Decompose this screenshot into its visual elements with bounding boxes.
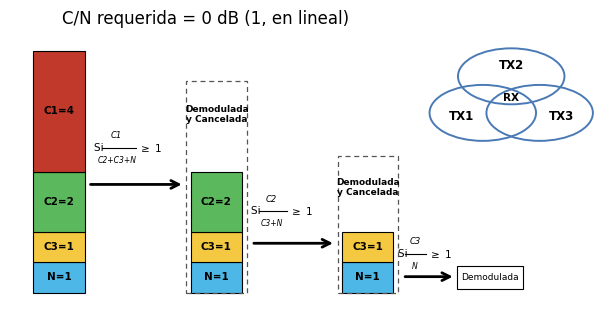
Bar bbox=[338, 156, 398, 293]
Text: Si: Si bbox=[398, 249, 411, 259]
Text: C3+N: C3+N bbox=[261, 219, 283, 228]
Text: C2+C3+N: C2+C3+N bbox=[97, 156, 136, 165]
Text: TX3: TX3 bbox=[549, 110, 574, 122]
Text: N: N bbox=[412, 262, 418, 271]
Bar bbox=[191, 232, 242, 262]
Text: Demodulada: Demodulada bbox=[461, 273, 519, 282]
Bar bbox=[457, 266, 523, 289]
Bar bbox=[342, 262, 393, 293]
Bar bbox=[33, 262, 85, 293]
Text: Demodulada
y Cancelada: Demodulada y Cancelada bbox=[336, 178, 400, 197]
Text: N=1: N=1 bbox=[47, 273, 71, 282]
Bar bbox=[33, 51, 85, 172]
Text: C2: C2 bbox=[266, 195, 277, 204]
Text: $\geq$ 1: $\geq$ 1 bbox=[289, 205, 312, 218]
Text: C3=1: C3=1 bbox=[352, 242, 383, 252]
Text: C2=2: C2=2 bbox=[201, 197, 232, 207]
Text: TX2: TX2 bbox=[499, 59, 524, 72]
Text: C3=1: C3=1 bbox=[44, 242, 74, 252]
Bar bbox=[186, 81, 247, 293]
Text: Si: Si bbox=[94, 143, 106, 153]
Bar bbox=[342, 232, 393, 262]
Text: C2=2: C2=2 bbox=[44, 197, 74, 207]
Bar bbox=[33, 172, 85, 232]
Text: C3=1: C3=1 bbox=[201, 242, 232, 252]
Bar bbox=[33, 232, 85, 262]
Text: RX: RX bbox=[503, 93, 519, 103]
Text: C1=4: C1=4 bbox=[44, 106, 74, 116]
Text: N=1: N=1 bbox=[204, 273, 229, 282]
Text: TX1: TX1 bbox=[448, 110, 474, 122]
Text: C/N requerida = 0 dB (1, en lineal): C/N requerida = 0 dB (1, en lineal) bbox=[62, 10, 349, 28]
Bar bbox=[191, 262, 242, 293]
Text: $\geq$ 1: $\geq$ 1 bbox=[138, 142, 162, 154]
Text: $\geq$ 1: $\geq$ 1 bbox=[428, 248, 451, 260]
Bar bbox=[191, 172, 242, 232]
Text: N=1: N=1 bbox=[355, 273, 380, 282]
Text: Si: Si bbox=[251, 206, 264, 217]
Text: C1: C1 bbox=[111, 131, 122, 140]
Text: C3: C3 bbox=[410, 238, 420, 246]
Text: Demodulada
y Cancelada: Demodulada y Cancelada bbox=[185, 105, 249, 124]
